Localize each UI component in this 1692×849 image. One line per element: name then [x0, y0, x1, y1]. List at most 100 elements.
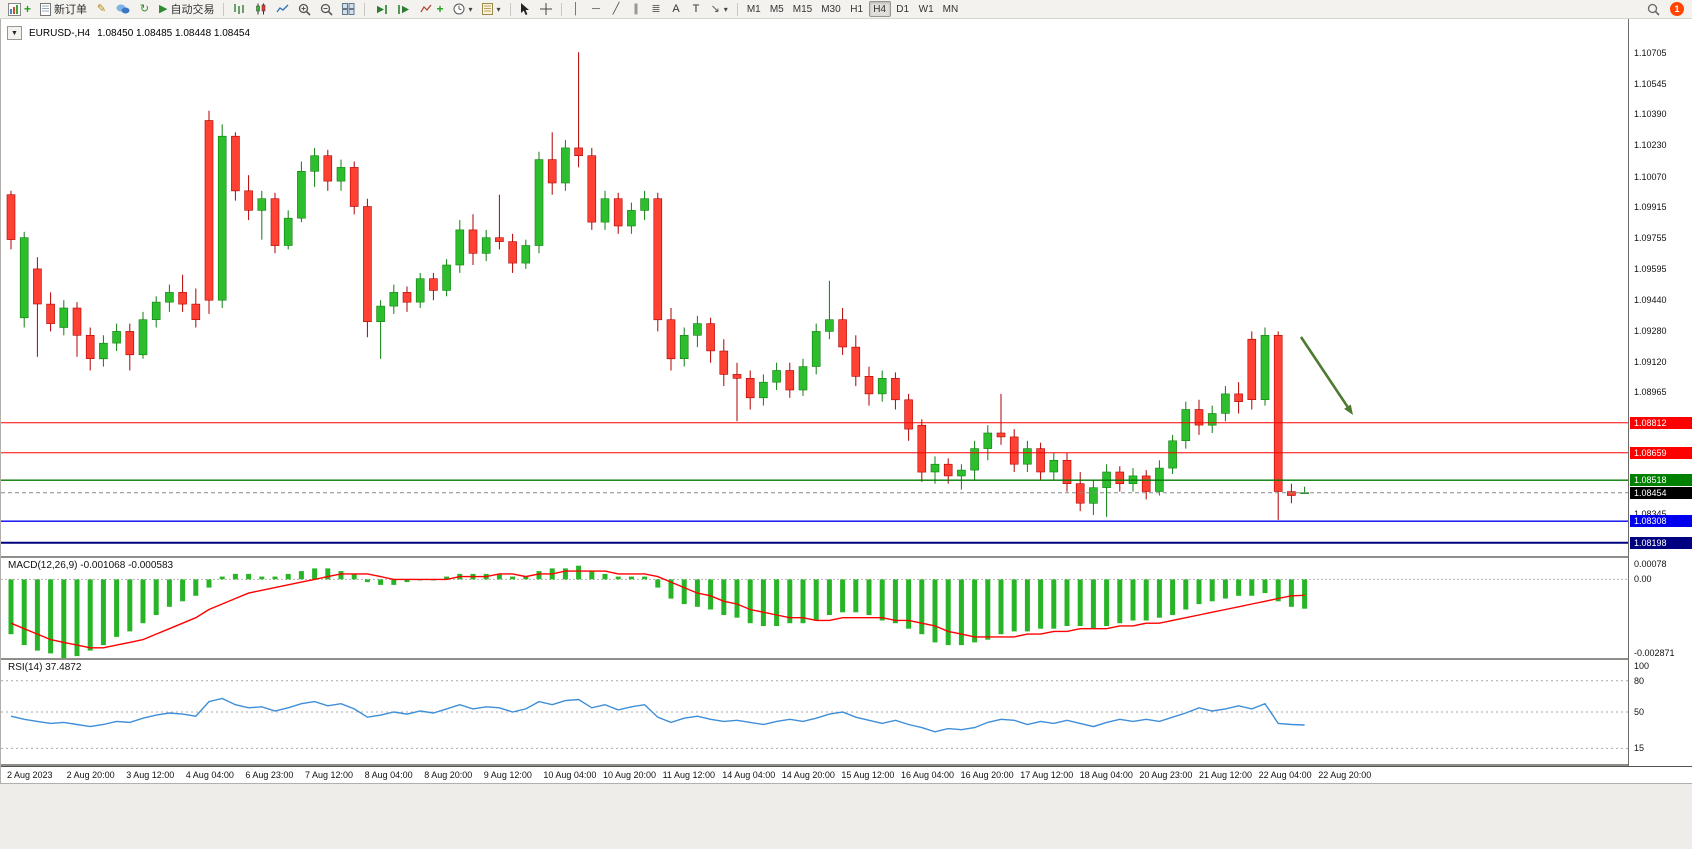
timeframe-h1-button[interactable]: H1: [850, 3, 864, 15]
zoom-in-button[interactable]: [294, 1, 315, 18]
chart-shift-button[interactable]: [393, 1, 415, 18]
timeframe-m5-button[interactable]: M5: [769, 3, 784, 15]
timeframe-w1-button[interactable]: W1: [918, 3, 934, 15]
rsi-chart-canvas[interactable]: [1, 660, 1628, 764]
candle-body: [587, 155, 597, 223]
candle-body: [72, 307, 82, 336]
channel-tool-button[interactable]: ∥: [627, 1, 646, 18]
crosshair-tool-button[interactable]: [536, 1, 556, 18]
one-click-trading-toggle[interactable]: ▼: [7, 26, 22, 40]
vertical-line-tool-button[interactable]: │: [567, 1, 586, 18]
main-chart-panel[interactable]: [1, 19, 1628, 556]
time-axis[interactable]: 2 Aug 2023 2 Aug 20:00 3 Aug 12:00 4 Aug 04…: [1, 766, 1692, 783]
fibonacci-tool-button[interactable]: ≣: [647, 1, 666, 18]
cursor-tool-button[interactable]: [516, 1, 535, 18]
community-chat-button[interactable]: [112, 1, 134, 18]
price-axis-label: 1.08965: [1634, 387, 1667, 398]
price-axis-label: 1.08345: [1634, 508, 1667, 519]
x-axis-label: 11 Aug 12:00: [662, 770, 715, 780]
toolbar-separator: [223, 2, 225, 16]
notification-badge[interactable]: 1: [1670, 2, 1684, 16]
chevron-down-icon: ▾: [468, 4, 473, 14]
rsi-panel[interactable]: [1, 660, 1628, 764]
new-order-button[interactable]: 新订单: [36, 1, 91, 18]
macd-histogram-bar: [285, 573, 291, 580]
zoom-out-button[interactable]: [316, 1, 337, 18]
panel-separator[interactable]: [1, 658, 1692, 660]
chart-symbol-title: EURUSD-,H4: [29, 27, 91, 39]
candle-body: [376, 305, 385, 323]
price-marker-1.08812: 1.08812: [1630, 416, 1692, 429]
pencil-tool-button[interactable]: ✎: [92, 1, 111, 18]
bar-chart-icon: [234, 4, 245, 14]
x-axis-label: 21 Aug 12:00: [1199, 770, 1253, 780]
horizontal-line-tool-button[interactable]: ─: [587, 1, 606, 18]
macd-histogram-bar: [1038, 579, 1044, 629]
refresh-icon: ↻: [139, 2, 150, 15]
candle-body: [297, 171, 306, 219]
text-tool-button[interactable]: A: [667, 1, 686, 18]
x-axis-label: 9 Aug 12:00: [483, 770, 532, 780]
toolbar-separator: [364, 2, 366, 16]
macd-histogram-bar: [760, 579, 766, 626]
indicators-button[interactable]: +: [416, 1, 447, 18]
timeframe-m1-button[interactable]: M1: [746, 3, 761, 15]
macd-histogram-bar: [87, 579, 93, 651]
annotation-arrow-head: [1344, 404, 1353, 415]
panel-separator[interactable]: [1, 556, 1692, 558]
candle-body: [996, 432, 1006, 438]
candle-body: [310, 155, 319, 172]
macd-histogram-bar: [351, 573, 357, 580]
candle-body: [1260, 334, 1270, 400]
periods-button[interactable]: ▾: [449, 1, 477, 18]
timeframe-h4-button[interactable]: H4: [868, 1, 891, 17]
macd-histogram-bar: [826, 579, 832, 615]
templates-button[interactable]: ▾: [478, 1, 505, 18]
macd-histogram-bar: [127, 579, 133, 632]
candle-body: [1247, 338, 1257, 401]
timeframe-m30-button[interactable]: M30: [821, 3, 841, 15]
candle-body: [943, 463, 953, 477]
x-axis-label: 3 Aug 12:00: [126, 770, 175, 780]
new-chart-button[interactable]: +: [4, 1, 35, 18]
macd-histogram-bar: [747, 579, 753, 624]
toolbar-right-group: 1: [1643, 1, 1688, 18]
search-button[interactable]: [1643, 1, 1664, 18]
x-axis-label: 6 Aug 23:00: [245, 770, 294, 780]
price-axis[interactable]: 1.10705 1.10545 1.10390 1.10230 1.10070 1.099…: [1628, 19, 1692, 766]
timeframe-mn-button[interactable]: MN: [942, 3, 959, 15]
macd-histogram-bar: [1090, 579, 1096, 629]
candle-body: [1036, 448, 1045, 473]
line-chart-mode-button[interactable]: [272, 1, 293, 18]
candle-body: [151, 301, 161, 321]
timeframe-d1-button[interactable]: D1: [896, 3, 910, 15]
candlestick-mode-button[interactable]: [251, 1, 271, 18]
candle-body: [1049, 459, 1059, 473]
chevron-down-icon: ▾: [496, 4, 501, 14]
macd-histogram-bar: [1156, 579, 1162, 618]
auto-trading-label: 自动交易: [170, 4, 215, 16]
candle-body: [1234, 393, 1243, 402]
macd-histogram-bar: [325, 568, 331, 580]
shapes-dropdown-button[interactable]: ↘ ▾: [707, 1, 732, 18]
label-tool-button[interactable]: T: [687, 1, 706, 18]
auto-trading-button[interactable]: ▶ 自动交易: [155, 1, 218, 18]
macd-histogram-bar: [298, 571, 304, 580]
macd-histogram-bar: [840, 579, 846, 613]
chart-window: ▼ EURUSD-,H4 1.08450 1.08485 1.08448 1.0…: [0, 19, 1692, 784]
candle-body: [508, 241, 517, 264]
macd-histogram-bar: [259, 576, 265, 580]
tile-windows-button[interactable]: [338, 1, 359, 18]
bar-chart-mode-button[interactable]: [229, 1, 250, 18]
annotation-arrow-shaft[interactable]: [1299, 336, 1349, 408]
macd-chart-canvas[interactable]: [1, 558, 1628, 658]
timeframe-m15-button[interactable]: M15: [792, 3, 813, 15]
auto-scroll-button[interactable]: [370, 1, 392, 18]
macd-panel[interactable]: [1, 558, 1628, 658]
macd-histogram-bar: [1196, 579, 1202, 605]
candle-body: [957, 469, 966, 477]
trendline-tool-button[interactable]: ╱: [607, 1, 626, 18]
candlestick-chart-canvas[interactable]: [1, 19, 1628, 556]
indicator-line-icon: [420, 4, 432, 13]
refresh-button[interactable]: ↻: [135, 1, 154, 18]
